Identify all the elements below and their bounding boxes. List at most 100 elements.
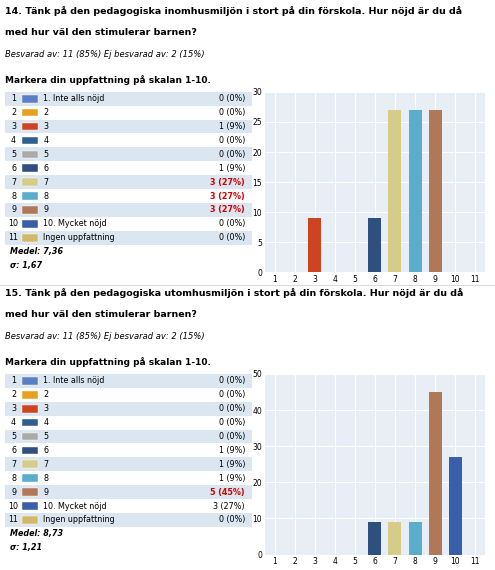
Text: 3: 3 <box>11 122 16 131</box>
FancyBboxPatch shape <box>5 402 252 416</box>
FancyBboxPatch shape <box>5 471 252 485</box>
Text: 0 (0%): 0 (0%) <box>219 376 245 385</box>
Text: 1 (9%): 1 (9%) <box>218 122 245 131</box>
Text: 2: 2 <box>44 390 49 399</box>
Text: σ: 1,67: σ: 1,67 <box>10 261 42 270</box>
Text: 3 (27%): 3 (27%) <box>213 502 245 511</box>
Text: 6: 6 <box>11 164 16 173</box>
Text: 15. Tänk på den pedagogiska utomhusmiljön i stort på din förskola. Hur nöjd är d: 15. Tänk på den pedagogiska utomhusmiljö… <box>5 288 463 298</box>
Text: Markera din uppfattning på skalan 1-10.: Markera din uppfattning på skalan 1-10. <box>5 357 211 367</box>
Bar <box>448 457 461 555</box>
Bar <box>308 218 321 272</box>
Text: 1. Inte alls nöjd: 1. Inte alls nöjd <box>44 94 104 103</box>
Text: 14. Tänk på den pedagogiska inomhusmiljön i stort på din förskola. Hur nöjd är d: 14. Tänk på den pedagogiska inomhusmiljö… <box>5 6 462 15</box>
FancyBboxPatch shape <box>5 430 252 443</box>
Text: 3 (27%): 3 (27%) <box>210 192 245 201</box>
Text: 11: 11 <box>8 233 19 242</box>
Text: 7: 7 <box>11 460 16 469</box>
FancyBboxPatch shape <box>22 461 39 468</box>
FancyBboxPatch shape <box>5 148 252 161</box>
FancyBboxPatch shape <box>5 189 252 203</box>
Text: 6: 6 <box>44 164 49 173</box>
Text: 3: 3 <box>44 404 49 413</box>
Text: Markera din uppfattning på skalan 1-10.: Markera din uppfattning på skalan 1-10. <box>5 75 211 84</box>
FancyBboxPatch shape <box>22 419 39 426</box>
Text: 9: 9 <box>44 487 49 496</box>
FancyBboxPatch shape <box>22 137 39 144</box>
FancyBboxPatch shape <box>5 485 252 499</box>
Text: 5 (45%): 5 (45%) <box>210 487 245 496</box>
FancyBboxPatch shape <box>5 388 252 402</box>
Text: 9: 9 <box>11 205 16 214</box>
Text: 0 (0%): 0 (0%) <box>219 94 245 103</box>
Text: 3 (27%): 3 (27%) <box>210 205 245 214</box>
Text: 9: 9 <box>11 487 16 496</box>
FancyBboxPatch shape <box>5 120 252 133</box>
FancyBboxPatch shape <box>22 474 39 482</box>
Text: med hur väl den stimulerar barnen?: med hur väl den stimulerar barnen? <box>5 28 197 37</box>
FancyBboxPatch shape <box>5 443 252 457</box>
FancyBboxPatch shape <box>22 220 39 227</box>
Text: 3 (27%): 3 (27%) <box>210 178 245 186</box>
FancyBboxPatch shape <box>5 217 252 231</box>
Text: 1 (9%): 1 (9%) <box>218 446 245 455</box>
Text: 1 (9%): 1 (9%) <box>218 460 245 469</box>
FancyBboxPatch shape <box>5 499 252 513</box>
Text: 1 (9%): 1 (9%) <box>218 474 245 483</box>
Text: 0 (0%): 0 (0%) <box>219 390 245 399</box>
FancyBboxPatch shape <box>5 457 252 471</box>
FancyBboxPatch shape <box>5 92 252 105</box>
Text: 3: 3 <box>44 122 49 131</box>
FancyBboxPatch shape <box>5 105 252 120</box>
Text: 1: 1 <box>11 94 16 103</box>
Text: 0 (0%): 0 (0%) <box>219 150 245 159</box>
Text: 5: 5 <box>11 150 16 159</box>
Text: 0 (0%): 0 (0%) <box>219 233 245 242</box>
Text: Ingen uppfattning: Ingen uppfattning <box>44 515 115 524</box>
Text: 4: 4 <box>11 418 16 427</box>
Text: 0 (0%): 0 (0%) <box>219 515 245 524</box>
Text: 10. Mycket nöjd: 10. Mycket nöjd <box>44 502 107 511</box>
Text: 5: 5 <box>44 150 49 159</box>
Text: 7: 7 <box>44 460 49 469</box>
Text: 3: 3 <box>11 404 16 413</box>
Bar <box>429 110 442 272</box>
Text: 0 (0%): 0 (0%) <box>219 432 245 441</box>
FancyBboxPatch shape <box>5 513 252 527</box>
Text: 10. Mycket nöjd: 10. Mycket nöjd <box>44 219 107 229</box>
Text: 7: 7 <box>44 178 49 186</box>
FancyBboxPatch shape <box>5 231 252 245</box>
Text: 0 (0%): 0 (0%) <box>219 136 245 145</box>
Text: med hur väl den stimulerar barnen?: med hur väl den stimulerar barnen? <box>5 310 197 319</box>
FancyBboxPatch shape <box>22 234 39 242</box>
FancyBboxPatch shape <box>22 502 39 510</box>
FancyBboxPatch shape <box>22 192 39 200</box>
Text: 11: 11 <box>8 515 19 524</box>
Text: 0 (0%): 0 (0%) <box>219 404 245 413</box>
Text: 6: 6 <box>11 446 16 455</box>
Text: 0 (0%): 0 (0%) <box>219 418 245 427</box>
Bar <box>408 522 422 555</box>
Bar <box>429 392 442 555</box>
FancyBboxPatch shape <box>22 109 39 116</box>
Bar <box>389 522 401 555</box>
Text: Besvarad av: 11 (85%) Ej besvarad av: 2 (15%): Besvarad av: 11 (85%) Ej besvarad av: 2 … <box>5 332 204 341</box>
Text: σ: 1,21: σ: 1,21 <box>10 543 42 552</box>
Text: 0 (0%): 0 (0%) <box>219 108 245 117</box>
Text: 8: 8 <box>11 474 16 483</box>
FancyBboxPatch shape <box>22 206 39 214</box>
Text: 8: 8 <box>11 192 16 201</box>
Text: 10: 10 <box>8 219 19 229</box>
Text: 8: 8 <box>44 192 49 201</box>
FancyBboxPatch shape <box>22 377 39 385</box>
Text: 2: 2 <box>11 390 16 399</box>
FancyBboxPatch shape <box>22 150 39 158</box>
Bar <box>408 110 422 272</box>
Text: 9: 9 <box>44 205 49 214</box>
FancyBboxPatch shape <box>22 164 39 172</box>
FancyBboxPatch shape <box>22 446 39 454</box>
Text: Medel: 8,73: Medel: 8,73 <box>10 530 63 538</box>
Text: 5: 5 <box>44 432 49 441</box>
FancyBboxPatch shape <box>22 178 39 186</box>
Text: 4: 4 <box>44 136 49 145</box>
